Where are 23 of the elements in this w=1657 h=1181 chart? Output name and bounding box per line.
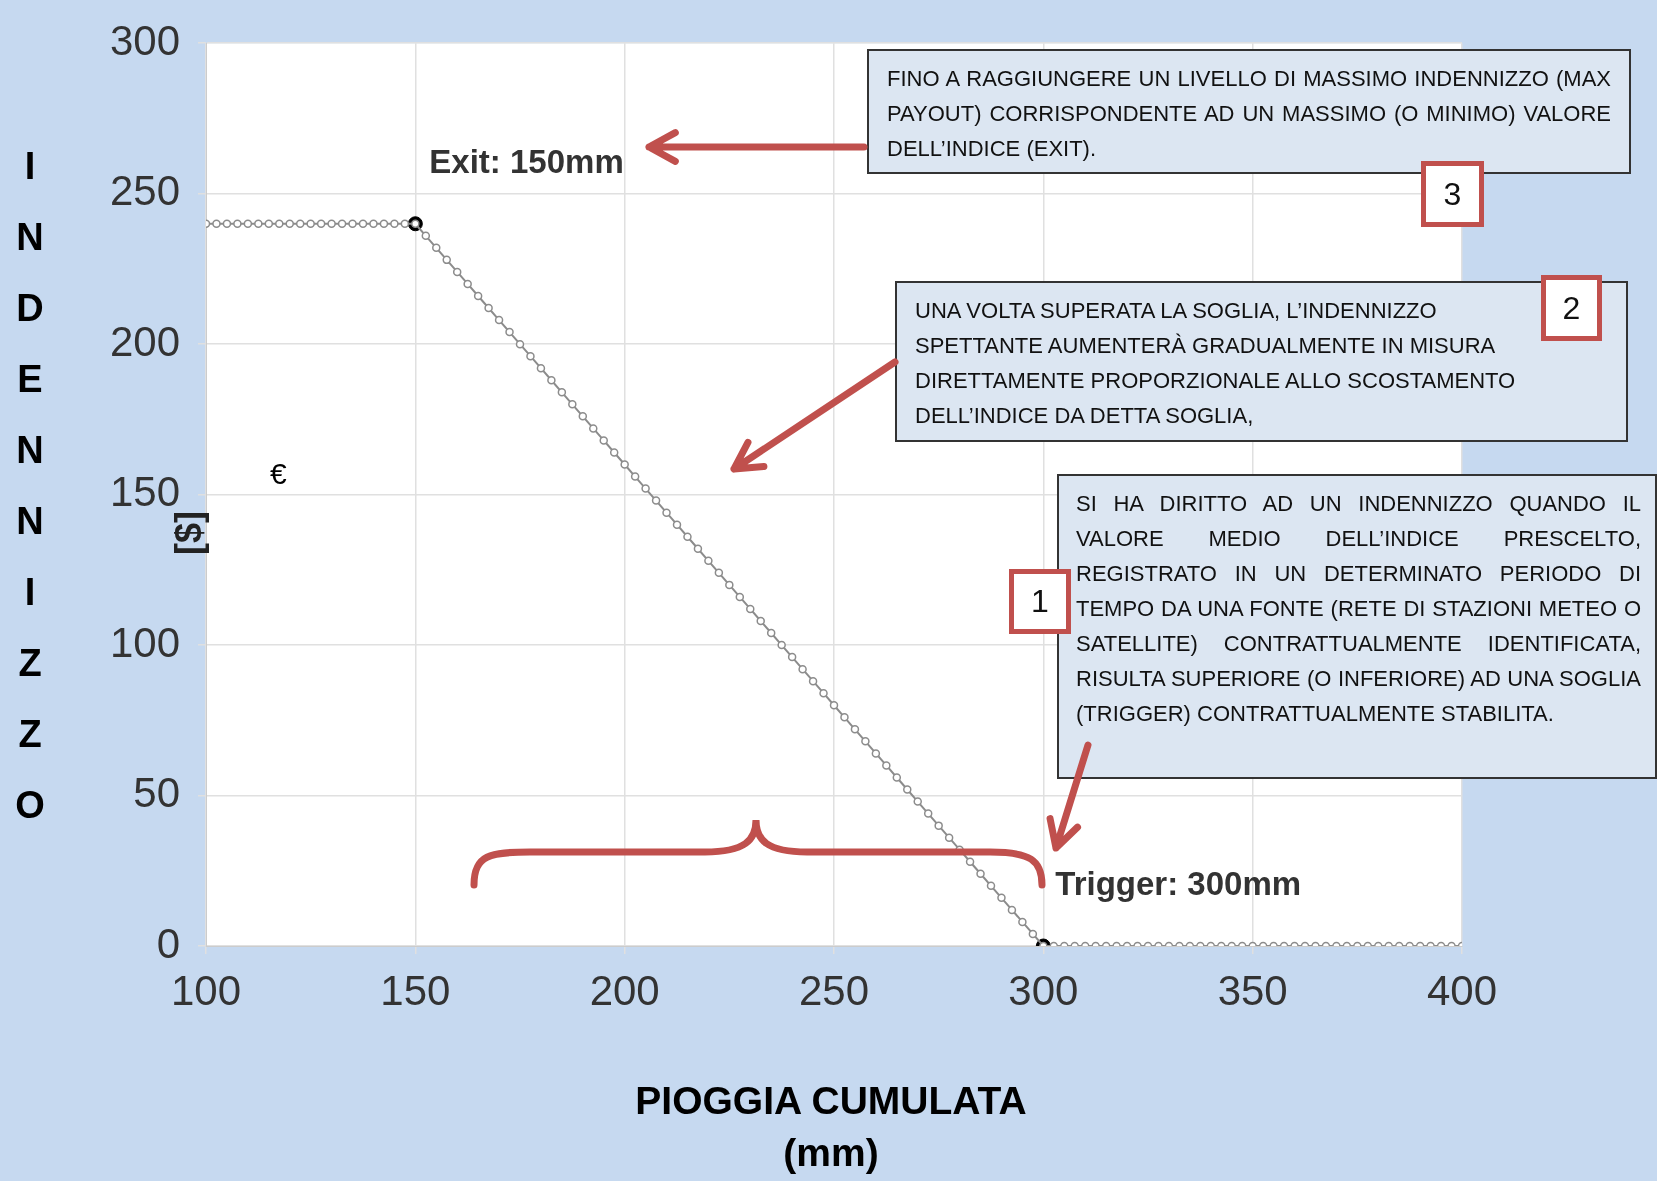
y-axis-title: INDENNIZZO <box>9 145 51 855</box>
y-tick-label: 100 <box>109 618 180 666</box>
annotation: 1 <box>1009 569 1071 634</box>
annotation: € <box>258 455 299 493</box>
x-tick-label: 300 <box>1008 966 1079 1014</box>
x-tick-label: 250 <box>798 966 870 1014</box>
y-tick-label: 200 <box>109 317 180 365</box>
annotation: Exit: 150mm <box>429 142 624 180</box>
y-tick-label: 300 <box>109 16 180 64</box>
y-tick-label: 0 <box>156 919 180 967</box>
x-tick-label: 350 <box>1217 966 1288 1014</box>
x-tick-label: 100 <box>170 966 242 1014</box>
callout-box: SI HA DIRITTO AD UN INDENNIZZO QUANDO IL VALORE MEDIO DELL’INDICE PRESCELTO, REGISTRATO IN UN DETERMINATO PERIODO DI TEMPO DA UNA FONTE (RETE DI STAZIONI METEO O SATELLITE) CONTRATTUALMENTE IDENTIFICATA, RISULTA SUPERIORE (O INFERIORE) AD UNA SOGLIA (TRIGGER) CONTRATTUALMENTE STABILITA. <box>1057 474 1657 779</box>
text: 2 <box>1541 275 1602 341</box>
x-tick-label: 200 <box>589 966 660 1014</box>
y-tick-label: 50 <box>133 769 180 817</box>
annotation: Trigger: 300mm <box>1055 865 1302 903</box>
annotation: 3 <box>1421 161 1484 227</box>
callout-box: FINO A RAGGIUNGERE UN LIVELLO DI MASSIMO INDENNIZZO (MAX PAYOUT) CORRISPONDENTE AD UN MASSIMO (O MINIMO) VALORE DELL’INDICE (EXIT). <box>867 49 1631 174</box>
x-tick-label: 150 <box>380 966 451 1014</box>
y-tick-label: 250 <box>109 167 180 215</box>
x-tick-label: 400 <box>1426 966 1498 1014</box>
x-axis-title: PIOGGIA CUMULATA (mm) <box>634 1078 1028 1176</box>
